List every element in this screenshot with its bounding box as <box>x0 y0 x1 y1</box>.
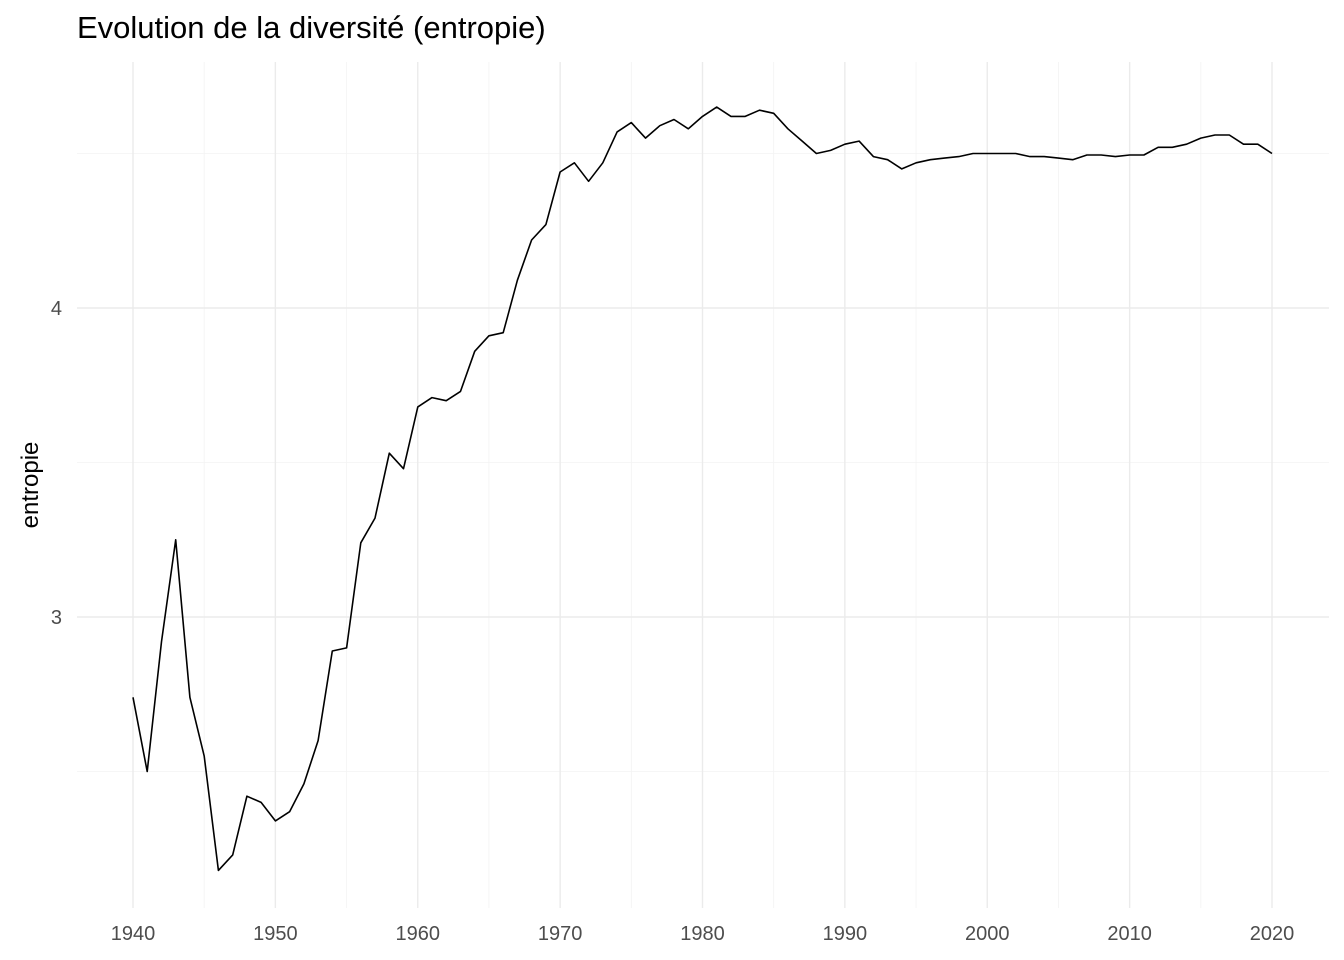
x-tick-label: 1940 <box>111 923 156 945</box>
y-tick-label: 4 <box>51 298 62 320</box>
x-tick-label: 1980 <box>680 923 725 945</box>
x-tick-label: 1990 <box>823 923 868 945</box>
x-tick-label: 1960 <box>396 923 441 945</box>
chart-title: Evolution de la diversité (entropie) <box>77 10 546 45</box>
y-axis-title: entropie <box>17 442 44 529</box>
series-layer <box>132 106 1273 872</box>
y-axis-ticks: 34 <box>51 298 62 629</box>
x-tick-label: 2010 <box>1107 923 1152 945</box>
x-axis-ticks: 1940 1950 1960 1970 1980 1990 2000 2010 2020 <box>111 923 1295 945</box>
x-tick-label: 1970 <box>538 923 583 945</box>
x-tick-label: 2000 <box>965 923 1010 945</box>
entropie-series-line <box>132 106 1273 872</box>
grid <box>77 62 1329 908</box>
x-tick-label: 1950 <box>253 923 298 945</box>
x-tick-label: 2020 <box>1250 923 1295 945</box>
y-tick-label: 3 <box>51 607 62 629</box>
